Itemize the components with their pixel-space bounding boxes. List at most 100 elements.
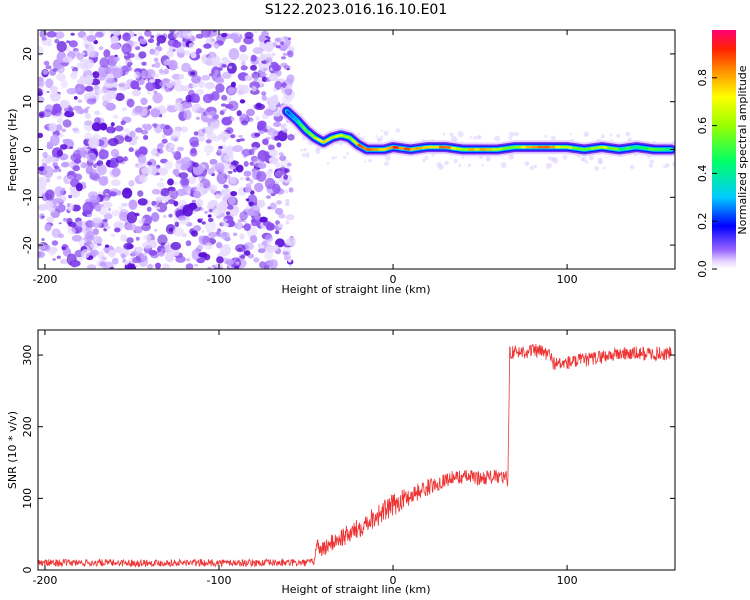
noise-blob (194, 264, 199, 267)
noise-blob (220, 244, 232, 256)
noise-blob (89, 30, 94, 35)
noise-blob (422, 158, 426, 163)
noise-blob (215, 83, 225, 93)
noise-blob (94, 110, 101, 116)
noise-blob (69, 74, 73, 77)
noise-blob (137, 32, 143, 36)
tick-label: 0 (21, 567, 34, 574)
noise-blob (126, 237, 134, 244)
noise-blob (208, 217, 214, 223)
noise-blob (241, 120, 249, 126)
noise-blob (303, 148, 307, 152)
noise-blob (181, 62, 191, 73)
noise-blob (112, 257, 119, 265)
noise-blob (84, 132, 92, 140)
noise-blob (70, 188, 81, 198)
noise-blob (305, 152, 310, 157)
noise-blob (38, 176, 47, 189)
noise-blob (610, 139, 613, 142)
tick-label: 10 (21, 95, 34, 109)
noise-blob (235, 261, 240, 265)
ridge-peak (357, 143, 362, 148)
noise-blob (243, 170, 252, 177)
noise-blob (107, 208, 112, 211)
noise-blob (77, 99, 83, 103)
noise-blob (168, 227, 174, 232)
snr-x-label: Height of straight line (km) (281, 583, 430, 596)
noise-blob (122, 107, 127, 112)
ridge-peak (305, 129, 310, 134)
noise-blob (40, 215, 45, 219)
noise-blob (148, 158, 157, 168)
noise-blob (212, 73, 218, 79)
noise-blob (107, 138, 119, 147)
noise-blob (500, 162, 507, 169)
noise-blob (126, 211, 138, 224)
ridge-peak (286, 110, 291, 115)
noise-blob (45, 65, 52, 70)
noise-blob (257, 243, 264, 249)
noise-blob (114, 125, 124, 132)
noise-blob (265, 57, 273, 64)
snr-panel: -200 -100 0 100 0 100 200 300 Height of straig… (6, 329, 676, 596)
noise-blob (94, 31, 104, 38)
tick-label: 0.2 (696, 212, 709, 230)
ridge-peak (392, 145, 399, 149)
noise-blob (227, 100, 239, 112)
noise-blob (268, 156, 279, 164)
noise-blob (251, 220, 259, 227)
noise-blob (287, 50, 294, 58)
noise-blob (602, 166, 606, 170)
ridge-peak (313, 136, 319, 140)
noise-blob (185, 240, 192, 247)
noise-blob (267, 127, 277, 136)
noise-blob (346, 152, 349, 155)
noise-blob (109, 191, 117, 197)
noise-blob (450, 135, 457, 142)
noise-blob (263, 73, 268, 76)
ridge-peak (409, 147, 417, 151)
noise-blob (62, 119, 72, 128)
tick-label: 0 (390, 574, 397, 587)
noise-blob (154, 61, 161, 68)
noise-blob (267, 241, 272, 245)
noise-blob (285, 85, 293, 90)
noise-blob (171, 249, 180, 256)
ridge-peak (383, 147, 388, 151)
noise-blob (159, 177, 164, 182)
noise-blob (224, 222, 229, 227)
noise-blob (146, 161, 153, 166)
noise-blob (134, 71, 141, 79)
noise-blob (186, 258, 191, 262)
noise-blob (66, 87, 77, 95)
noise-blob (250, 204, 261, 217)
noise-blob (126, 98, 135, 108)
noise-blob (140, 129, 149, 135)
noise-blob (155, 152, 160, 157)
noise-blob (229, 177, 237, 184)
ridge-peak (386, 146, 391, 150)
noise-blob (257, 248, 266, 254)
noise-blob (147, 263, 154, 269)
noise-blob (155, 196, 162, 201)
ridge-peak (584, 147, 591, 151)
noise-blob (201, 74, 211, 81)
noise-blob (207, 266, 212, 269)
noise-blob (54, 134, 58, 138)
noise-blob (236, 110, 242, 117)
noise-blob (158, 251, 165, 257)
noise-blob (477, 135, 482, 140)
snr-frame (37, 329, 676, 571)
noise-blob (169, 144, 176, 148)
noise-blob (326, 162, 330, 165)
noise-blob (165, 169, 169, 173)
noise-blob (121, 65, 132, 72)
noise-blob (185, 263, 194, 269)
noise-blob (128, 53, 135, 58)
noise-blob (205, 220, 216, 232)
noise-blob (188, 42, 194, 49)
noise-blob (149, 48, 156, 55)
noise-blob (249, 161, 255, 166)
noise-blob (204, 126, 214, 135)
noise-blob (232, 145, 244, 153)
